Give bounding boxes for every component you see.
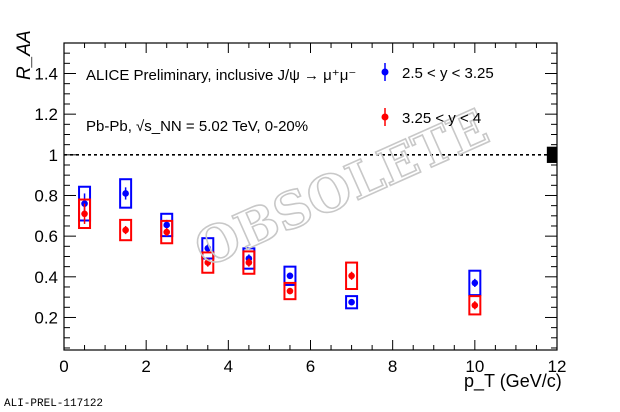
syst-box-series-1	[345, 295, 359, 310]
data-point-series-2	[81, 210, 88, 218]
y-tick-label: 1.4	[34, 64, 58, 83]
syst-box-series-2	[201, 251, 215, 274]
syst-box-series-2	[160, 219, 174, 245]
data-point-series-2	[163, 228, 171, 236]
x-tick-label: 6	[306, 357, 315, 376]
data-point-series-1	[348, 298, 355, 306]
data-point-series-1	[204, 245, 212, 252]
data-point-series-2	[471, 301, 479, 309]
data-point-series-1	[163, 221, 171, 229]
annotation-system: Pb-Pb, √s_NN = 5.02 TeV, 0-20%	[86, 118, 308, 135]
x-tick-label: 0	[59, 357, 68, 376]
y-tick-label: 0.2	[34, 308, 58, 327]
data-point-series-2	[122, 226, 129, 234]
syst-box-series-2	[283, 281, 297, 301]
data-point-series-2	[204, 259, 212, 266]
y-axis-label: R_AA	[14, 30, 35, 80]
annotation-experiment: ALICE Preliminary, inclusive J/ψ → μ⁺μ⁻	[86, 67, 356, 84]
legend-marker-series-2	[381, 113, 389, 121]
syst-box-series-2	[468, 295, 482, 316]
syst-box-series-2	[78, 198, 92, 230]
x-axis-label: p_T (GeV/c)	[464, 371, 562, 392]
data-point-series-2	[245, 259, 253, 266]
syst-box-series-2	[119, 218, 133, 242]
syst-box-series-1	[468, 269, 482, 297]
figure-code: ALI-PREL-117122	[4, 398, 103, 410]
syst-box-series-2	[345, 261, 359, 291]
y-tick-label: 1.2	[34, 105, 58, 124]
x-tick-label: 10	[465, 357, 484, 376]
y-tick-label: 1	[49, 146, 58, 165]
data-point-series-1	[122, 190, 129, 197]
data-point-series-1	[471, 279, 479, 287]
legend-label-series-2: 3.25 < y < 4	[402, 110, 481, 127]
x-tick-label: 8	[388, 357, 397, 376]
y-tick-label: 0.6	[34, 227, 58, 246]
x-tick-label: 2	[141, 357, 150, 376]
legend-marker-series-1	[381, 68, 389, 76]
y-tick-label: 0.4	[34, 268, 58, 287]
data-point-series-2	[286, 287, 294, 295]
syst-box-series-1	[283, 265, 297, 286]
syst-box-series-1	[201, 237, 215, 260]
y-tick-label: 0.8	[34, 186, 58, 205]
data-point-series-1	[286, 272, 294, 280]
x-tick-label: 4	[224, 357, 233, 376]
data-point-series-2	[348, 272, 355, 280]
legend-label-series-1: 2.5 < y < 3.25	[402, 65, 494, 82]
x-tick-label: 12	[548, 357, 567, 376]
syst-box-series-2	[242, 250, 256, 275]
syst-box-series-1	[119, 178, 133, 209]
